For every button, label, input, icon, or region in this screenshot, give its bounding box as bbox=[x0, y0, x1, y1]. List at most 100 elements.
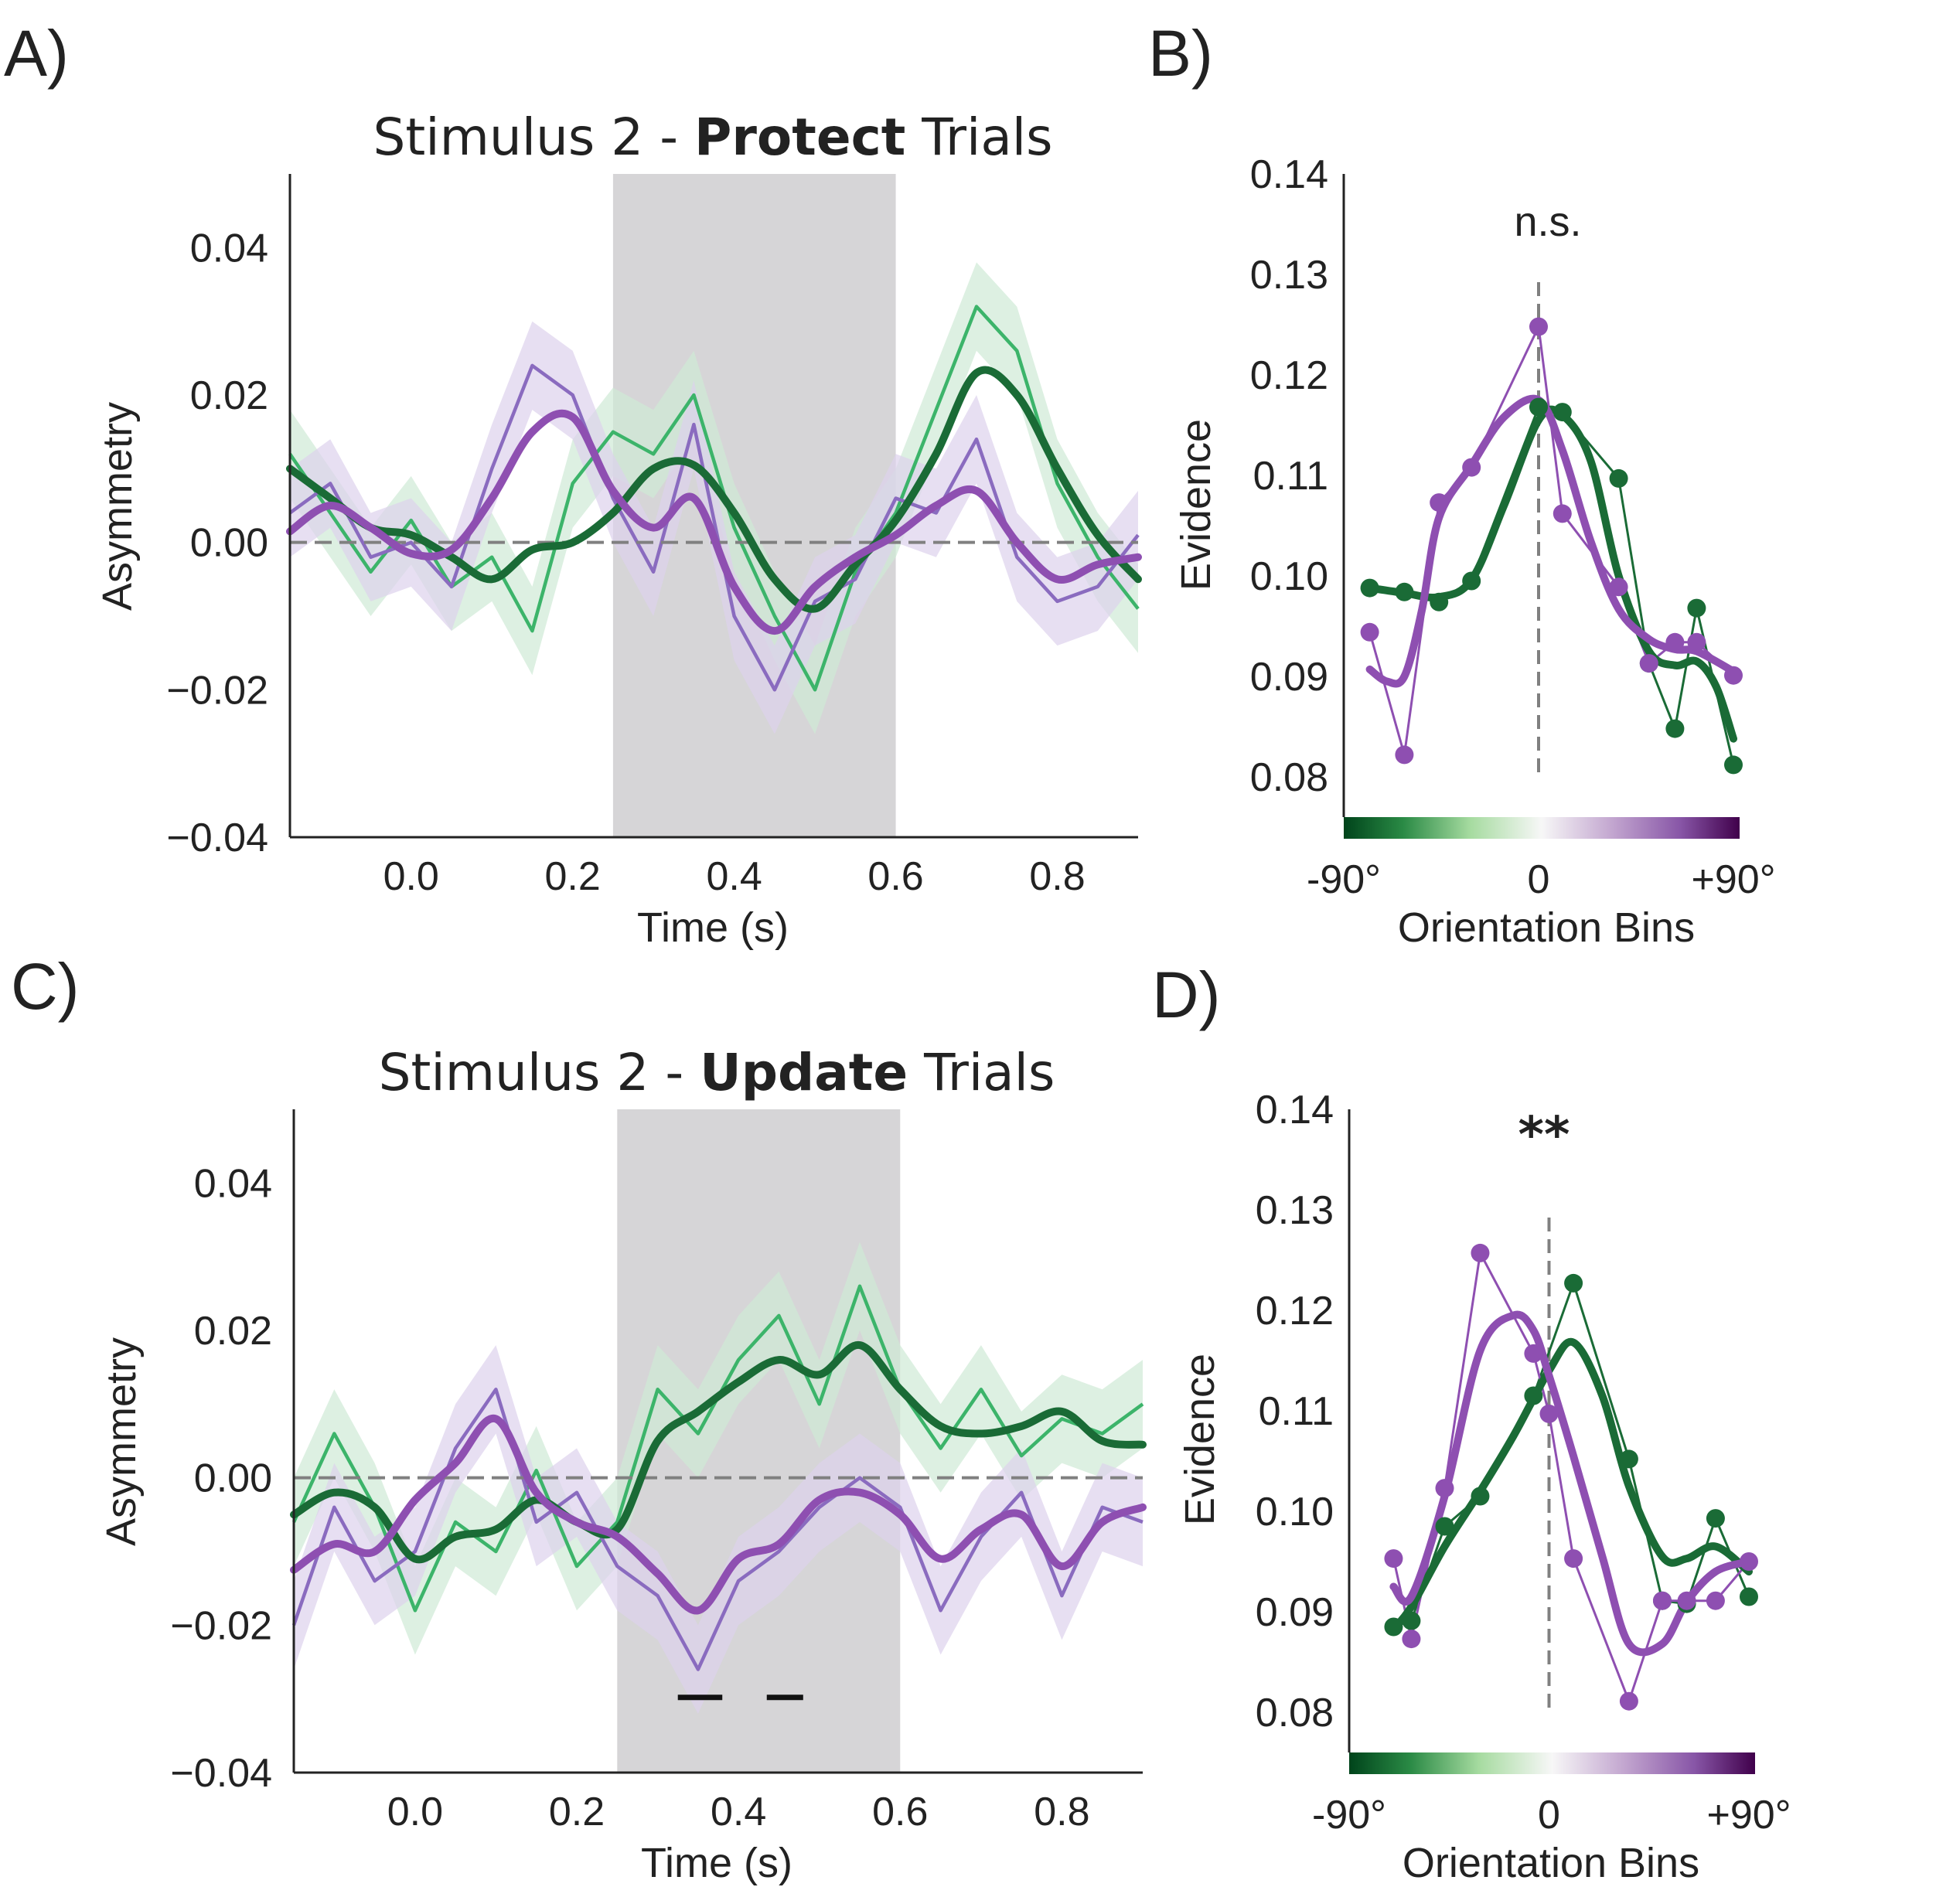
panel-b-purple-point bbox=[1687, 632, 1706, 652]
panel-d-green-point bbox=[1619, 1449, 1638, 1469]
panel-b-orientation-colorbar bbox=[1344, 817, 1740, 839]
panel-d-ytick-label: 0.13 bbox=[1256, 1188, 1334, 1233]
panel-c-smooth-line-0 bbox=[290, 1341, 1147, 1564]
panel-a-stimulus-window-shading bbox=[612, 174, 896, 837]
panel-b-purple-point bbox=[1553, 504, 1572, 523]
panel-b-xlabel: Orientation Bins bbox=[1398, 904, 1695, 951]
panel-d-xtick-label: +90° bbox=[1706, 1793, 1791, 1838]
panel-a-xtick-label: 0.4 bbox=[706, 854, 762, 899]
panel-d-purple-point bbox=[1435, 1479, 1454, 1498]
panel-d-green-point bbox=[1402, 1611, 1421, 1630]
panel-c-smooth-line-1 bbox=[290, 1414, 1147, 1615]
panel-b-green-point bbox=[1430, 592, 1449, 611]
panel-d-xlabel: Orientation Bins bbox=[1403, 1840, 1699, 1886]
panel-d-green-point bbox=[1706, 1509, 1725, 1528]
panel-a-title-suffix: Trials bbox=[905, 107, 1052, 167]
panel-b-ytick-label: 0.13 bbox=[1250, 253, 1328, 298]
panel-c-title: Stimulus 2 - Update Trials bbox=[379, 1043, 1055, 1102]
panel-a-title-bold: Protect bbox=[694, 107, 905, 167]
panel-letter-d: D) bbox=[1152, 959, 1221, 1031]
panel-d-purple-point bbox=[1564, 1549, 1583, 1569]
panel-c-title-suffix: Trials bbox=[908, 1043, 1055, 1102]
panel-c-ylabel: Asymmetry bbox=[98, 1337, 145, 1546]
panel-c-xtick-label: 0.0 bbox=[387, 1790, 443, 1834]
panel-d-purple-point bbox=[1384, 1549, 1403, 1569]
panel-b-ytick-label: 0.12 bbox=[1250, 353, 1328, 398]
panel-c-time-course: Stimulus 2 - Update Trials 0.0 0.2 0.4 0.6 0… bbox=[98, 1043, 1147, 1886]
panel-b-green-point bbox=[1360, 578, 1379, 598]
panel-b-purple-point bbox=[1430, 493, 1449, 513]
panel-a-ytick-label: 0.02 bbox=[190, 373, 268, 418]
panel-a-title: Stimulus 2 - Protect Trials bbox=[373, 107, 1052, 167]
panel-b-green-point bbox=[1395, 582, 1414, 601]
panel-d-ytick-label: 0.09 bbox=[1256, 1590, 1334, 1635]
panel-b-green-point bbox=[1687, 598, 1706, 618]
panel-b-green-point bbox=[1553, 403, 1572, 422]
panel-c-xtick-label: 0.6 bbox=[872, 1790, 928, 1834]
panel-b-purple-point bbox=[1665, 632, 1685, 652]
panel-letter-c: C) bbox=[11, 950, 80, 1023]
panel-a-smooth-line-1 bbox=[286, 409, 1142, 635]
panel-a-xtick-label: 0.0 bbox=[383, 854, 439, 899]
panel-b-purple-point bbox=[1639, 654, 1658, 673]
panel-b-green-point bbox=[1529, 397, 1548, 417]
panel-a-ylabel: Asymmetry bbox=[94, 402, 141, 611]
panel-d-ytick-label: 0.10 bbox=[1256, 1490, 1334, 1534]
panel-d-purple-point bbox=[1402, 1630, 1421, 1649]
panel-a-xtick-label: 0.8 bbox=[1029, 854, 1085, 899]
panel-a-plot-area: 0.0 0.2 0.4 0.6 0.8 −0.04 −0.02 0.00 0.02 0.04 bbox=[166, 174, 1142, 899]
panel-b-plot-area: 0.08 0.09 0.10 0.11 0.12 0.13 0.14 -90° 0 +90° bbox=[1250, 152, 1776, 902]
panel-d-purple-point bbox=[1652, 1591, 1672, 1610]
panel-a-ytick-label: 0.04 bbox=[190, 226, 268, 271]
panel-d-purple-point bbox=[1619, 1691, 1638, 1711]
panel-a-xtick-label: 0.6 bbox=[867, 854, 923, 899]
panel-b-green-point bbox=[1724, 755, 1743, 775]
panel-d-ytick-label: 0.08 bbox=[1256, 1691, 1334, 1735]
panel-d-xtick-label: -90° bbox=[1312, 1793, 1386, 1838]
panel-b-ytick-label: 0.10 bbox=[1250, 554, 1328, 599]
panel-b-purple-point bbox=[1462, 458, 1481, 477]
panel-b-xtick-label: +90° bbox=[1691, 857, 1775, 902]
panel-d-green-point bbox=[1435, 1517, 1454, 1536]
panel-d-green-point bbox=[1524, 1386, 1543, 1405]
panel-b-xtick-label: 0 bbox=[1528, 857, 1550, 902]
panel-a-ytick-label: 0.00 bbox=[190, 521, 268, 566]
panel-c-xtick-label: 0.4 bbox=[711, 1790, 766, 1834]
panel-c-xtick-label: 0.2 bbox=[549, 1790, 605, 1834]
panel-d-plot-area: 0.08 0.09 0.10 0.11 0.12 0.13 0.14 -90° 0 +90° bbox=[1256, 1088, 1791, 1838]
panel-c-ytick-label: −0.04 bbox=[170, 1751, 272, 1796]
panel-c-ytick-label: 0.00 bbox=[194, 1456, 272, 1501]
panel-d-green-point bbox=[1471, 1487, 1490, 1506]
panel-b-purple-point bbox=[1360, 622, 1379, 642]
panel-b-purple-point bbox=[1395, 745, 1414, 765]
panel-d-green-fit bbox=[1389, 1337, 1753, 1633]
panel-a-ytick-label: −0.02 bbox=[166, 668, 268, 713]
panel-c-title-prefix: Stimulus 2 - bbox=[379, 1043, 700, 1102]
panel-d-purple-point bbox=[1677, 1591, 1696, 1610]
panel-d-purple-point bbox=[1539, 1404, 1559, 1423]
panel-b-ytick-label: 0.08 bbox=[1250, 755, 1328, 800]
panel-d-orientation-colorbar bbox=[1349, 1752, 1755, 1774]
panel-c-title-bold: Update bbox=[700, 1043, 908, 1102]
panel-b-green-fit bbox=[1365, 405, 1737, 743]
panel-d-purple-point bbox=[1471, 1243, 1490, 1262]
panel-d-annotation: ** bbox=[1518, 1107, 1570, 1164]
panel-b-green-point bbox=[1609, 468, 1628, 488]
panel-a-title-prefix: Stimulus 2 - bbox=[373, 107, 694, 167]
panel-b-purple-point bbox=[1529, 317, 1548, 336]
panel-c-ytick-label: 0.02 bbox=[194, 1309, 272, 1354]
panel-c-plot-area: 0.0 0.2 0.4 0.6 0.8 −0.04 −0.02 0.00 0.02 0.04 bbox=[170, 1109, 1147, 1834]
panel-d-ytick-label: 0.11 bbox=[1259, 1389, 1334, 1434]
panel-c-ytick-label: −0.02 bbox=[170, 1603, 272, 1648]
panel-a-time-course: Stimulus 2 - Protect Trials 0.0 0.2 0.4 0.6… bbox=[94, 107, 1142, 951]
panel-d-green-point bbox=[1384, 1617, 1403, 1637]
panel-b-green-point bbox=[1462, 571, 1481, 591]
panel-b-purple-point bbox=[1609, 577, 1628, 597]
panel-a-xtick-label: 0.2 bbox=[545, 854, 601, 899]
panel-d-xtick-label: 0 bbox=[1538, 1793, 1560, 1838]
panel-a-xlabel: Time (s) bbox=[637, 904, 789, 951]
panel-d-green-point bbox=[1564, 1273, 1583, 1293]
panel-b-ytick-label: 0.14 bbox=[1250, 152, 1328, 197]
panel-b-purple-connector bbox=[1368, 322, 1735, 755]
